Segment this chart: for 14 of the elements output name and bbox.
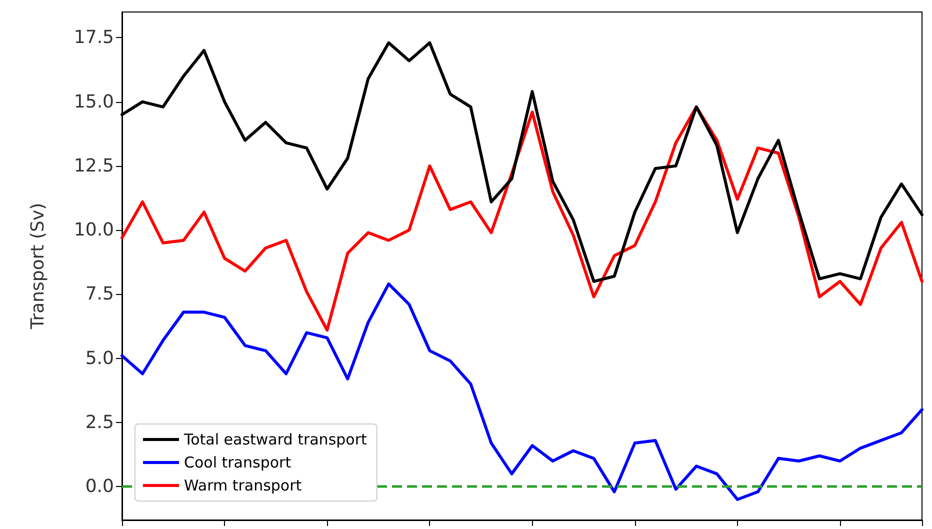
legend-label: Total eastward transport — [183, 430, 367, 448]
y-tick-label: 5.0 — [85, 348, 114, 369]
legend-label: Warm transport — [184, 476, 302, 494]
line-series — [120, 282, 924, 501]
y-axis-title: Transport (Sv) — [28, 202, 48, 330]
y-tick-label: 15.0 — [74, 91, 114, 112]
line-series — [120, 105, 924, 332]
y-tick-label: 12.5 — [74, 155, 114, 176]
y-tick-label: 2.5 — [85, 412, 114, 434]
y-tick-label: 0.0 — [85, 476, 114, 498]
y-tick-label: 17.5 — [74, 27, 114, 48]
y-tick-label: 10.0 — [74, 220, 114, 241]
legend-label: Cool transport — [184, 454, 292, 472]
y-tick-label: 7.5 — [85, 284, 114, 305]
